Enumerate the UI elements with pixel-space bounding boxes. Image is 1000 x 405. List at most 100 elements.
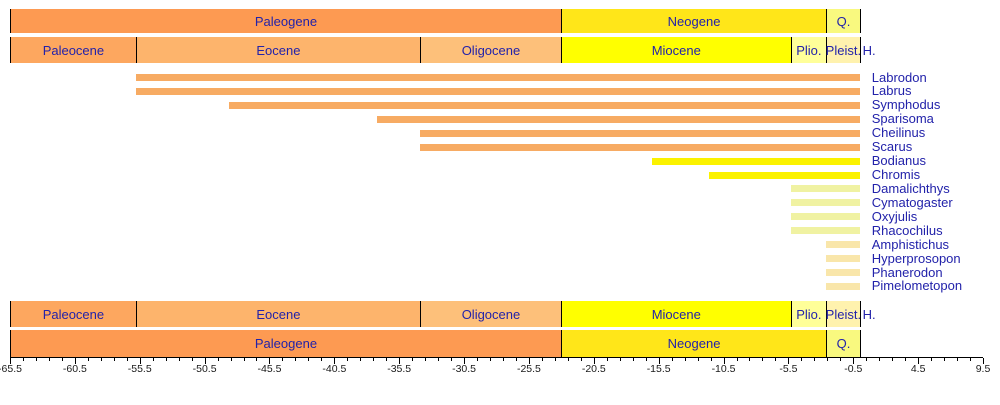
tick-label-15-5: -15.5 <box>646 363 671 375</box>
period-top-label-q: Q. <box>836 13 851 29</box>
tick-label-45-5: -45.5 <box>257 363 282 375</box>
minor-tick <box>321 358 323 361</box>
taxon-label-symphodus: Symphodus <box>871 97 941 113</box>
minor-tick <box>866 358 868 361</box>
period-top-end-border <box>859 9 861 33</box>
taxon-label-damalichthys: Damalichthys <box>871 180 950 196</box>
taxon-label-cheilinus: Cheilinus <box>871 125 926 141</box>
epoch-top-label-paleocene: Paleocene <box>42 42 105 58</box>
epoch-top-label-plio: Plio. <box>796 42 822 58</box>
period-top-box-paleogene: Paleogene <box>10 9 561 33</box>
range-bar-symphodus <box>229 101 860 109</box>
minor-tick <box>944 358 946 361</box>
epoch-bottom-label-eocene: Eocene <box>256 306 301 322</box>
major-tick <box>788 358 790 364</box>
taxon-label-sparisoma: Sparisoma <box>871 111 934 127</box>
taxon-label-chromis: Chromis <box>871 167 921 182</box>
range-bar-amphistichus <box>826 241 860 249</box>
minor-tick <box>165 358 167 361</box>
minor-tick <box>892 358 894 361</box>
major-tick <box>528 358 530 364</box>
taxon-label-bodianus: Bodianus <box>871 153 926 169</box>
taxon-label-labrodon: Labrodon <box>871 69 927 85</box>
period-top-label-neogene: Neogene <box>667 13 721 29</box>
minor-tick <box>451 358 453 361</box>
minor-tick <box>567 358 569 361</box>
epoch-bottom-box-paleocene: Paleocene <box>10 301 136 327</box>
minor-tick <box>113 358 115 361</box>
epoch-bottom-box-pleist: Pleist. <box>825 301 862 327</box>
minor-tick <box>619 358 621 361</box>
range-bar-scarus <box>419 143 860 151</box>
period-bottom-box-paleogene: Paleogene <box>10 330 561 357</box>
tick-label-30-5: -30.5 <box>452 363 477 375</box>
taxon-label-phanerodon: Phanerodon <box>871 264 943 280</box>
minor-tick <box>256 358 258 361</box>
minor-tick <box>48 358 50 361</box>
minor-tick <box>438 358 440 361</box>
epoch-top-label-miocene: Miocene <box>651 42 701 58</box>
major-tick <box>918 358 920 364</box>
minor-tick <box>710 358 712 361</box>
taxon-label-labrus: Labrus <box>871 83 912 99</box>
minor-tick <box>425 358 427 361</box>
epoch-bottom-label-paleocene: Paleocene <box>42 306 105 322</box>
major-tick <box>10 358 11 364</box>
period-bottom-label-neogene: Neogene <box>667 336 721 351</box>
minor-tick <box>35 358 37 361</box>
taxon-label-pimelometopon: Pimelometopon <box>871 278 963 294</box>
major-tick <box>74 358 76 364</box>
range-bar-hyperprosopon <box>826 255 860 263</box>
major-tick <box>139 358 141 364</box>
period-bottom-label-paleogene: Paleogene <box>254 336 318 351</box>
minor-tick <box>632 358 634 361</box>
period-bottom-box-q: Q. <box>826 330 860 357</box>
epoch-top-label-eocene: Eocene <box>256 42 301 58</box>
minor-tick <box>308 358 310 361</box>
minor-tick <box>801 358 803 361</box>
minor-tick <box>749 358 751 361</box>
epoch-bottom-label-oligocene: Oligocene <box>461 306 521 322</box>
minor-tick <box>360 358 362 361</box>
major-tick <box>399 358 401 364</box>
tick-label-20-5: -20.5 <box>581 363 606 375</box>
minor-tick <box>191 358 193 361</box>
minor-tick <box>684 358 686 361</box>
epoch-bottom-label-pleist: Pleist. <box>825 306 862 322</box>
tick-label-50-5: -50.5 <box>192 363 217 375</box>
taxon-label-amphistichus: Amphistichus <box>871 236 950 252</box>
minor-tick <box>775 358 777 361</box>
minor-tick <box>697 358 699 361</box>
major-tick <box>204 358 206 364</box>
minor-tick <box>412 358 414 361</box>
minor-tick <box>230 358 232 361</box>
minor-tick <box>386 358 388 361</box>
epoch-top-box-plio: Plio. <box>790 37 827 63</box>
tick-label-40-5: -40.5 <box>322 363 347 375</box>
tick-label-55-5: -55.5 <box>127 363 152 375</box>
epoch-top-box-oligocene: Oligocene <box>419 37 561 63</box>
range-bar-labrus <box>135 87 860 95</box>
minor-tick <box>671 358 673 361</box>
range-bar-chromis <box>709 171 860 179</box>
major-tick <box>853 358 855 364</box>
minor-tick <box>970 358 972 361</box>
epoch-bottom-box-plio: Plio. <box>790 301 827 327</box>
minor-tick <box>762 358 764 361</box>
epoch-top-box-miocene: Miocene <box>560 37 791 63</box>
range-bar-cheilinus <box>419 129 860 137</box>
range-bar-sparisoma <box>377 115 860 123</box>
period-bottom-box-neogene: Neogene <box>560 330 827 357</box>
minor-tick <box>217 358 219 361</box>
minor-tick <box>554 358 556 361</box>
minor-tick <box>477 358 479 361</box>
period-bottom-end-border <box>859 330 861 357</box>
tick-label-60-5: -60.5 <box>62 363 87 375</box>
range-bar-rhacochilus <box>790 227 860 235</box>
minor-tick <box>814 358 816 361</box>
minor-tick <box>957 358 959 361</box>
minor-tick <box>243 358 245 361</box>
tick-label-9-5: 9.5 <box>975 363 991 375</box>
tick-label-0-5: -0.5 <box>844 363 863 375</box>
